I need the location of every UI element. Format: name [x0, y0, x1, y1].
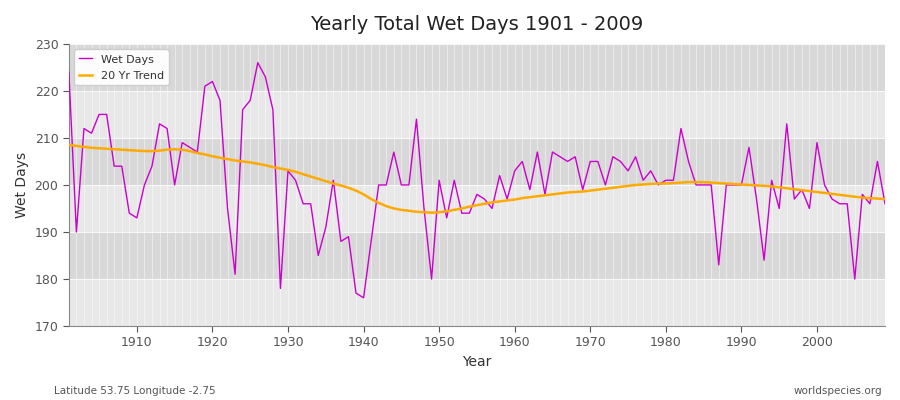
Bar — [68, 91, 885, 138]
Text: Latitude 53.75 Longitude -2.75: Latitude 53.75 Longitude -2.75 — [54, 386, 216, 396]
Bar — [68, 279, 885, 326]
Wet Days — [63, 70, 74, 74]
Wet Days — [298, 201, 309, 206]
Wet Days — [343, 234, 354, 239]
20 Yr Trend — [608, 185, 618, 190]
20 Yr Trend — [63, 142, 74, 147]
Title: Yearly Total Wet Days 1901 - 2009: Yearly Total Wet Days 1901 - 2009 — [310, 15, 644, 34]
Text: worldspecies.org: worldspecies.org — [794, 386, 882, 396]
20 Yr Trend — [336, 183, 346, 188]
Y-axis label: Wet Days: Wet Days — [15, 152, 29, 218]
Line: Wet Days: Wet Days — [68, 63, 885, 298]
Bar — [68, 44, 885, 91]
Bar — [68, 185, 885, 232]
Bar — [68, 232, 885, 279]
Wet Days — [615, 159, 626, 164]
Bar — [68, 138, 885, 185]
X-axis label: Year: Year — [463, 355, 491, 369]
Wet Days — [124, 211, 135, 216]
20 Yr Trend — [427, 210, 437, 215]
Wet Days — [879, 201, 890, 206]
20 Yr Trend — [290, 169, 301, 174]
Wet Days — [252, 60, 263, 65]
Wet Days — [525, 187, 535, 192]
20 Yr Trend — [509, 197, 520, 202]
20 Yr Trend — [517, 196, 527, 200]
Line: 20 Yr Trend: 20 Yr Trend — [68, 145, 885, 213]
20 Yr Trend — [124, 148, 135, 152]
Wet Days — [517, 159, 527, 164]
Wet Days — [358, 296, 369, 300]
Legend: Wet Days, 20 Yr Trend: Wet Days, 20 Yr Trend — [75, 50, 168, 86]
20 Yr Trend — [879, 197, 890, 202]
